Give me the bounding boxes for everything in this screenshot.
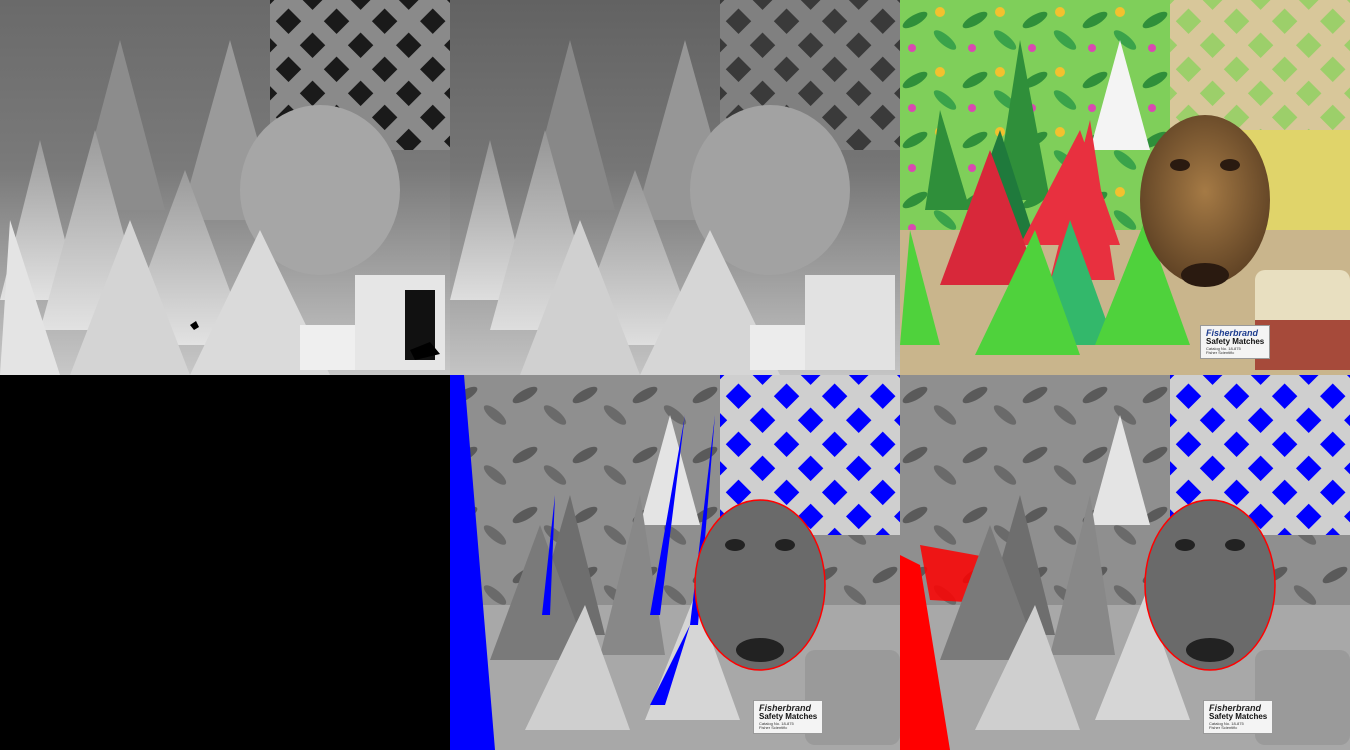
catalog-text: Catalog No. 18-875 xyxy=(759,720,794,726)
safety-matches-label-gray-1: Fisherbrand Safety Matches Catalog No. 1… xyxy=(753,700,824,735)
error-overlay-blue-panel: Fisherbrand Safety Matches Catalog No. 1… xyxy=(450,375,900,750)
product-text: Safety Matches xyxy=(1206,337,1265,347)
error-overlay-red-panel: Fisherbrand Safety Matches Catalog No. 1… xyxy=(900,375,1350,750)
depth-map-estimate-image xyxy=(450,0,900,375)
blank-panel xyxy=(0,375,450,750)
product-text: Safety Matches xyxy=(759,712,818,722)
brand-text: Fisherbrand xyxy=(1206,328,1259,338)
product-text: Safety Matches xyxy=(1209,712,1268,722)
error-overlay-blue-image xyxy=(450,375,900,750)
depth-map-image xyxy=(0,0,450,375)
color-photo-image xyxy=(900,0,1350,375)
depth-map-panel-1 xyxy=(0,0,450,375)
maker-text: Fisher Scientific xyxy=(759,725,788,731)
maker-text: Fisher Scientific xyxy=(1206,350,1235,356)
maker-text: Fisher Scientific xyxy=(1209,725,1238,731)
safety-matches-label: Fisherbrand Safety Matches Catalog No. 1… xyxy=(1200,325,1271,360)
color-photo-panel: Fisherbrand Safety Matches Catalog No. 1… xyxy=(900,0,1350,375)
catalog-text: Catalog No. 18-875 xyxy=(1206,345,1241,351)
catalog-text: Catalog No. 18-875 xyxy=(1209,720,1244,726)
brand-text: Fisherbrand xyxy=(1209,703,1262,713)
depth-map-panel-2 xyxy=(450,0,900,375)
error-overlay-red-image xyxy=(900,375,1350,750)
safety-matches-label-gray-2: Fisherbrand Safety Matches Catalog No. 1… xyxy=(1203,700,1274,735)
brand-text: Fisherbrand xyxy=(759,703,812,713)
